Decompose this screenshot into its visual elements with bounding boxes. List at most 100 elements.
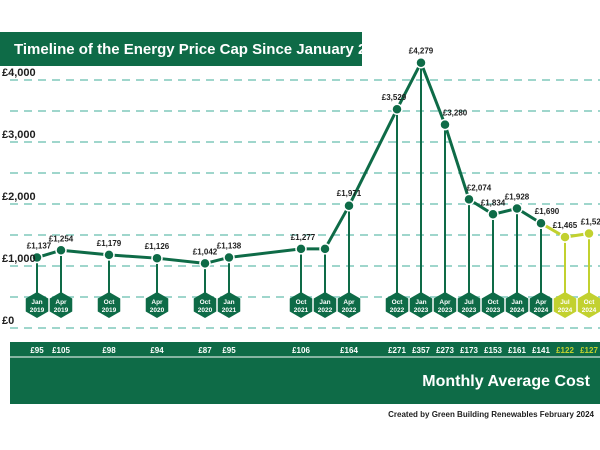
monthly-cost-band-background [10, 342, 600, 404]
data-point [319, 243, 331, 255]
title-banner: Timeline of the Energy Price Cap Since J… [0, 32, 391, 66]
value-label: £1,834 [481, 198, 506, 207]
date-marker-year: 2023 [486, 307, 501, 314]
data-point [487, 208, 499, 221]
date-marker-hexagon [337, 292, 361, 318]
monthly-cost: £271 [388, 346, 406, 355]
monthly-cost: £357 [412, 346, 430, 355]
monthly-cost: £87 [198, 346, 212, 355]
date-marker-hexagon [385, 292, 409, 318]
forecast-point [583, 227, 595, 240]
date-marker-hexagon [553, 292, 577, 318]
value-label: £4,279 [409, 47, 434, 56]
value-label: £2,074 [467, 183, 492, 192]
date-marker-year: 2024 [534, 307, 549, 314]
monthly-cost: £161 [508, 346, 526, 355]
date-marker-year: 2020 [150, 307, 165, 314]
value-label: £1,042 [193, 247, 218, 256]
data-point [55, 244, 67, 257]
value-label: £1,126 [145, 242, 170, 251]
date-marker-month: Apr [439, 299, 451, 306]
date-marker-hexagon [313, 292, 337, 318]
data-point [295, 243, 307, 255]
date-marker-hexagon [457, 292, 481, 318]
date-marker-year: 2019 [30, 307, 45, 314]
date-marker-month: Apr [151, 299, 163, 306]
data-point [535, 217, 547, 229]
date-marker-year: 2022 [342, 307, 357, 314]
value-label: £1,137 [27, 242, 52, 251]
date-marker-month: Jan [511, 299, 522, 306]
date-marker-hexagon [505, 292, 529, 318]
date-marker-month: Jan [415, 299, 426, 306]
date-marker-hexagon [529, 292, 553, 318]
value-label: £1,690 [535, 207, 560, 216]
date-marker-hexagon [481, 292, 505, 318]
data-point [511, 202, 523, 215]
gridlines [10, 79, 600, 329]
y-tick-label: £3,000 [2, 129, 36, 141]
y-tick-label: £2,000 [2, 191, 36, 203]
date-marker-year: 2022 [318, 307, 333, 314]
date-marker-year: 2023 [462, 307, 477, 314]
title-banner-background [0, 32, 362, 66]
date-marker-month: Apr [343, 299, 355, 306]
date-marker-month: Oct [200, 299, 212, 306]
date-marker-month: Jul [560, 299, 570, 306]
monthly-cost: £106 [292, 346, 310, 355]
y-tick-label: £0 [2, 315, 14, 327]
value-label: £3,529 [382, 93, 407, 102]
date-marker-year: 2024 [582, 307, 597, 314]
monthly-cost: £95 [30, 346, 44, 355]
price-cap-line-segment [347, 107, 399, 208]
forecast-value-label: £1,465 [553, 221, 578, 230]
value-labels: £1,137£1,254 £1,179 £1,126 £1,042£1,138 £1,2… [27, 47, 600, 257]
value-label: £1,277 [291, 233, 316, 242]
monthly-cost: £105 [52, 346, 70, 355]
data-point [103, 249, 115, 261]
date-marker-year: 2019 [54, 307, 69, 314]
monthly-cost: £94 [150, 346, 164, 355]
date-marker-month: Apr [535, 299, 547, 306]
price-cap-line-segment [323, 204, 351, 251]
forecast-point [559, 231, 571, 243]
date-marker-hexagon [145, 292, 169, 318]
date-marker-month: Oct [104, 299, 116, 306]
data-point [223, 251, 235, 264]
band-title: Monthly Average Cost [422, 373, 590, 390]
date-marker-month: Jan [319, 299, 330, 306]
forecast-value-label: £1,524 [581, 218, 600, 227]
date-marker-month: Jan [31, 299, 42, 306]
monthly-cost: £164 [340, 346, 358, 355]
data-point [199, 257, 211, 270]
date-marker-hexagon [217, 292, 241, 318]
date-marker-month: Oct [392, 299, 404, 306]
price-cap-line-segment [419, 61, 447, 127]
y-tick-label: £1,000 [2, 253, 36, 265]
date-marker-hexagon [409, 292, 433, 318]
monthly-cost: £141 [532, 346, 550, 355]
price-cap-line-segment [395, 61, 423, 111]
monthly-cost: £173 [460, 346, 478, 355]
price-cap-line-segment [59, 248, 111, 257]
data-point [463, 193, 475, 206]
date-marker-year: 2019 [102, 307, 117, 314]
date-marker-hexagon [289, 292, 313, 318]
chart-title: Timeline of the Energy Price Cap Since J… [14, 41, 391, 58]
date-marker-hexagon [49, 292, 73, 318]
date-marker-year: 2022 [390, 307, 405, 314]
price-cap-line-segment [443, 123, 471, 201]
